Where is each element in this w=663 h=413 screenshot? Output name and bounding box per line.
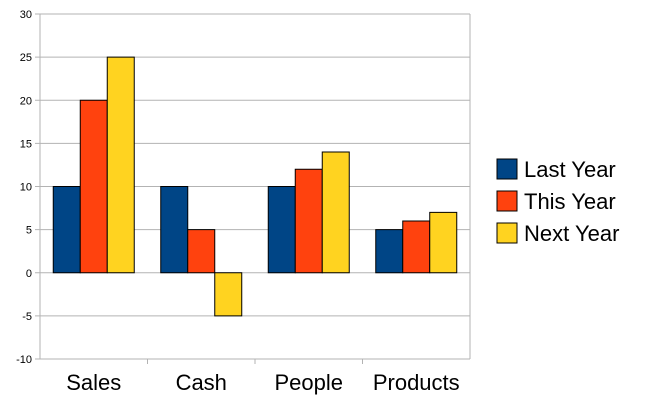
bar-last-year-products <box>375 229 404 274</box>
y-tick-label: 15 <box>20 138 32 150</box>
bar-next-year-cash <box>214 272 243 317</box>
bar-this-year-cash <box>187 229 216 274</box>
legend-label: Next Year <box>524 221 619 246</box>
y-tick-label: 20 <box>20 95 32 107</box>
bar-last-year-people <box>267 186 296 274</box>
legend-label: Last Year <box>524 157 616 182</box>
bar-last-year-sales <box>52 186 81 274</box>
legend-swatch <box>496 158 518 180</box>
x-tick-label: Sales <box>66 370 121 395</box>
x-tick-label: Cash <box>176 370 227 395</box>
bar-this-year-sales <box>79 99 108 274</box>
bar-this-year-products <box>402 220 431 274</box>
y-tick-label: 25 <box>20 52 32 64</box>
bars <box>52 56 458 317</box>
bar-last-year-cash <box>160 186 189 274</box>
y-tick-label: -10 <box>16 354 32 366</box>
x-tick-label: Products <box>373 370 460 395</box>
bar-next-year-people <box>321 151 350 274</box>
x-tick-label: People <box>274 370 343 395</box>
y-tick-labels: -10 -5 0 5 10 15 20 25 30 <box>16 9 32 366</box>
y-tick-label: -5 <box>22 311 32 323</box>
bar-next-year-sales <box>106 56 135 274</box>
x-tick-labels: Sales Cash People Products <box>66 370 459 395</box>
legend-swatch <box>496 190 518 212</box>
legend-label: This Year <box>524 189 616 214</box>
y-tick-label: 0 <box>26 268 32 280</box>
legend: Last Year This Year Next Year <box>496 157 619 246</box>
axes <box>35 13 471 364</box>
y-tick-label: 10 <box>20 182 32 194</box>
bar-this-year-people <box>294 168 323 274</box>
legend-swatch <box>496 222 518 244</box>
y-tick-label: 30 <box>20 9 32 21</box>
y-tick-label: 5 <box>26 225 32 237</box>
bar-next-year-products <box>429 211 458 274</box>
